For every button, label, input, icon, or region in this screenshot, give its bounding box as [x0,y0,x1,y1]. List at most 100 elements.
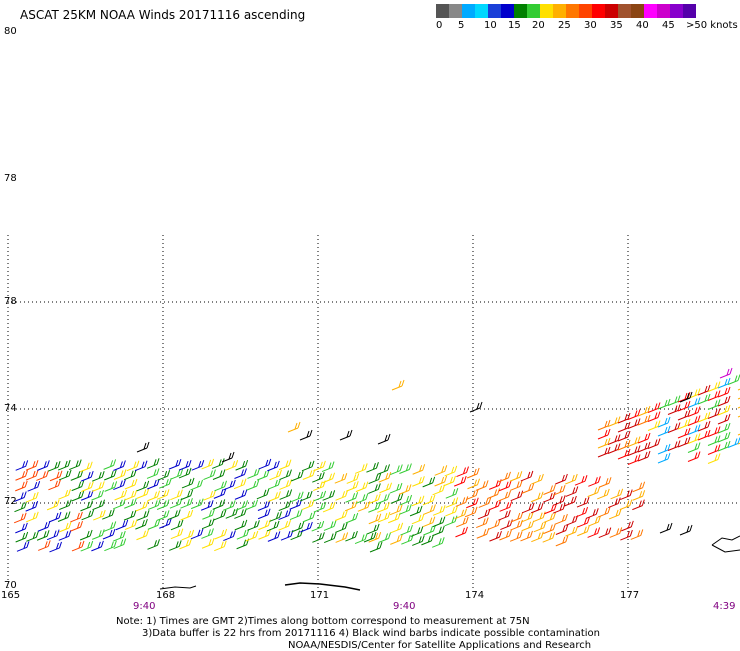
wind-barb [245,530,259,542]
wind-barb [687,415,701,426]
legend-label: 20 [532,20,545,31]
wind-barb [135,500,149,512]
wind-barb [201,518,215,530]
wind-barb [190,498,204,510]
wind-barb [487,488,501,499]
wind-barb [126,460,140,472]
y-label-80: 80 [4,26,17,37]
wind-barb [412,535,425,546]
legend-swatch [631,4,644,18]
legend-swatch [540,4,553,18]
wind-barb [49,541,62,553]
wind-barb [469,401,483,413]
wind-barb [378,471,392,483]
wind-barb [322,490,336,501]
wind-barb [301,460,315,472]
wind-barb [432,505,446,516]
wind-barb [170,489,183,501]
wind-barb [344,500,358,512]
wind-barb [564,495,577,507]
wind-barb [520,530,533,542]
wind-barb [422,476,436,488]
wind-barb [530,502,544,514]
wind-barb [81,509,95,521]
wind-barb [214,540,227,552]
wind-barb [659,522,673,534]
wind-barb [102,509,115,520]
legend-swatch [514,4,527,18]
wind-barb [498,480,512,492]
wind-barb [136,529,149,541]
wind-barb [170,528,184,540]
wind-barb [70,520,83,532]
wind-barb [71,490,85,502]
legend-swatch [488,4,501,18]
wind-barb [667,440,681,451]
wind-barb [377,464,390,475]
wind-barb [410,526,424,537]
wind-barb [717,395,731,407]
wind-barb [80,461,93,473]
wind-barb [134,460,148,472]
wind-barb [565,525,579,537]
wind-barb [235,459,249,471]
wind-barb [59,499,72,511]
wind-barb [717,404,731,416]
wind-barb [321,461,335,473]
wind-barb [37,521,51,532]
wind-barb [346,481,359,492]
wind-barb [178,467,192,479]
wind-barb [302,511,316,523]
wind-barb [46,529,60,541]
wind-barb [92,471,105,482]
wind-barb [180,498,193,509]
wind-barb [432,525,445,537]
wind-barb [136,488,150,499]
wind-barb [47,461,61,472]
wind-barb [607,434,621,445]
legend-label: 40 [636,20,649,31]
wind-barb [647,438,661,449]
wind-barb [57,459,71,471]
wind-barb [687,397,701,408]
wind-barb [201,458,215,470]
x-label-168: 168 [156,590,176,601]
wind-barb [598,477,612,488]
time-label-3: 4:39 [713,601,736,612]
wind-barb [707,408,721,419]
wind-barb [412,476,425,487]
wind-barb [287,421,301,433]
wind-barb [124,489,138,501]
wind-barb [445,488,459,499]
wind-barb [679,524,693,536]
wind-barb [398,484,412,495]
wind-barb [677,400,691,412]
wind-barb [124,478,138,490]
wind-barb [586,508,599,519]
wind-barb [607,443,621,454]
wind-barb [92,481,105,492]
wind-barb [598,527,612,539]
wind-barb [509,480,523,491]
wind-barb [531,531,544,543]
wind-barb [363,531,377,543]
legend-label: 25 [558,20,571,31]
wind-barb [707,435,721,446]
wind-barb [552,495,566,506]
wind-barb [555,524,569,535]
wind-barb [399,463,412,474]
legend-swatch [527,4,540,18]
wind-barb [555,513,568,525]
wind-barb [465,489,479,501]
wind-barb [677,418,691,430]
wind-barb [531,473,544,485]
wind-barb [136,480,150,492]
wind-barb [597,506,611,518]
wind-barb [390,522,404,534]
legend-swatch [566,4,579,18]
wind-barb [79,529,93,541]
wind-barb [509,471,523,482]
wind-barb [290,470,304,482]
wind-barb [113,530,126,542]
